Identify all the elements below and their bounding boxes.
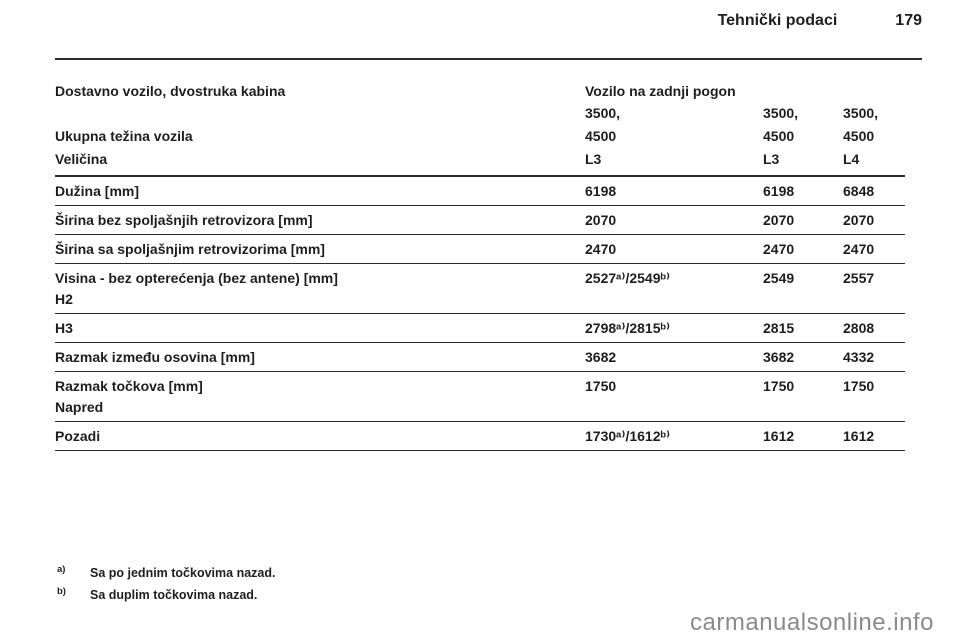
table-row: Razmak točkova [mm] Napred 1750 1750 175… [55,372,905,422]
weight-values-line1: 3500, 3500, 3500, [55,102,905,125]
table-cell: L3 [585,151,602,167]
table-row: Širina bez spoljašnjih retrovizora [mm] … [55,206,905,235]
table-row: H3 2798ᵃ⁾/2815ᵇ⁾ 2815 2808 [55,314,905,343]
table-cell: 2815 [763,320,795,336]
table-cell: L3 [763,151,780,167]
table-cell: 3682 [763,349,795,365]
table-cell: 1750 [763,378,795,394]
table-cell: 1750 [585,378,617,394]
row-label-group: Razmak točkova [mm] Napred [55,376,585,418]
footnote-marker: b) [57,586,66,597]
technical-data-table: Dostavno vozilo, dvostruka kabina Vozilo… [55,80,905,451]
table-cell: 4500 [763,128,795,144]
row-sublabel: Napred [55,399,104,415]
footnote-a: a) Sa po jednim točkovima nazad. [57,562,275,584]
table-cell: 2470 [585,241,617,257]
row-label: Veličina [55,151,108,167]
table-cell: 1730ᵃ⁾/1612ᵇ⁾ [585,428,671,444]
table-row: Visina - bez opterećenja (bez antene) [m… [55,264,905,314]
table-cell: 6848 [843,183,875,199]
row-label: Pozadi [55,428,101,444]
page-header: Tehnički podaci 179 [55,12,922,30]
row-label: Ukupna težina vozila [55,128,193,144]
page-title: Tehnički podaci [717,12,838,29]
table-cell: 2070 [763,212,795,228]
row-label: Širina bez spoljašnjih retrovizora [mm] [55,212,313,228]
table-cell: 6198 [763,183,795,199]
table-cell: 4332 [843,349,875,365]
table-row: Razmak između osovina [mm] 3682 3682 433… [55,343,905,372]
table-row: Pozadi 1730ᵃ⁾/1612ᵇ⁾ 1612 1612 [55,422,905,451]
table-cell: 2527ᵃ⁾/2549ᵇ⁾ [585,270,671,286]
table-cell: 1612 [843,428,875,444]
row-label: Razmak između osovina [mm] [55,349,255,365]
table-cell: 2557 [843,270,875,286]
footnote-marker: a) [57,564,66,575]
weight-values-line2: Ukupna težina vozila 4500 4500 4500 [55,125,905,148]
table-cell: 3500, [843,105,879,121]
header-rule [55,58,922,60]
column-group-left: Dostavno vozilo, dvostruka kabina [55,83,286,99]
table-cell: 2070 [843,212,875,228]
row-label-group: Visina - bez opterećenja (bez antene) [m… [55,268,585,310]
row-sublabel: H2 [55,291,73,307]
table-cell: 2798ᵃ⁾/2815ᵇ⁾ [585,320,671,336]
column-group-right: Vozilo na zadnji pogon [585,83,736,99]
table-cell: 3500, [763,105,799,121]
footnote-b: b) Sa duplim točkovima nazad. [57,584,275,606]
row-label: H3 [55,320,73,336]
table-row: Širina sa spoljašnjim retrovizorima [mm]… [55,235,905,264]
footnote-text: Sa po jednim točkovima nazad. [90,566,276,580]
row-label: Visina - bez opterećenja (bez antene) [m… [55,270,338,286]
size-row: Veličina L3 L3 L4 [55,148,905,171]
footnotes: a) Sa po jednim točkovima nazad. b) Sa d… [57,562,275,606]
table-cell: 1750 [843,378,875,394]
table-cell: 2549 [763,270,795,286]
table-cell: 6198 [585,183,617,199]
table-cell: L4 [843,151,860,167]
table-header: Dostavno vozilo, dvostruka kabina Vozilo… [55,80,905,177]
table-cell: 2470 [843,241,875,257]
watermark: carmanualsonline.info [690,609,934,636]
row-label: Širina sa spoljašnjim retrovizorima [mm] [55,241,325,257]
table-cell: 3500, [585,105,621,121]
page-number: 179 [895,12,922,29]
table-cell: 2470 [763,241,795,257]
row-label: Dužina [mm] [55,183,139,199]
row-label: Razmak točkova [mm] [55,378,203,394]
table-cell: 2808 [843,320,875,336]
table-cell: 3682 [585,349,617,365]
table-cell: 2070 [585,212,617,228]
table-cell: 4500 [585,128,617,144]
footnote-text: Sa duplim točkovima nazad. [90,588,258,602]
table-cell: 1612 [763,428,795,444]
table-row: Dužina [mm] 6198 6198 6848 [55,177,905,206]
table-cell: 4500 [843,128,875,144]
